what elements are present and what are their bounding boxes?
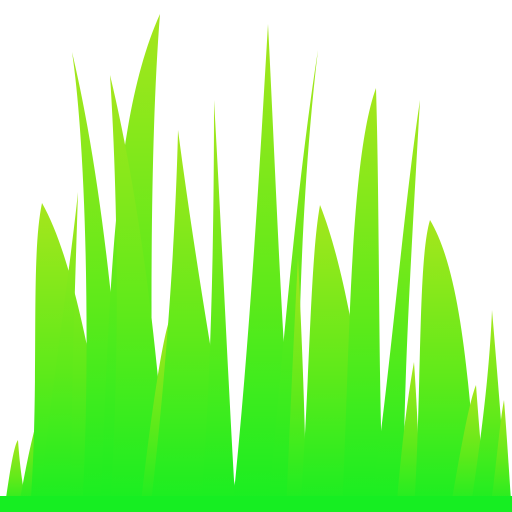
grass-base <box>0 496 512 512</box>
grass-blade <box>342 88 384 512</box>
grass-blade <box>200 100 236 512</box>
